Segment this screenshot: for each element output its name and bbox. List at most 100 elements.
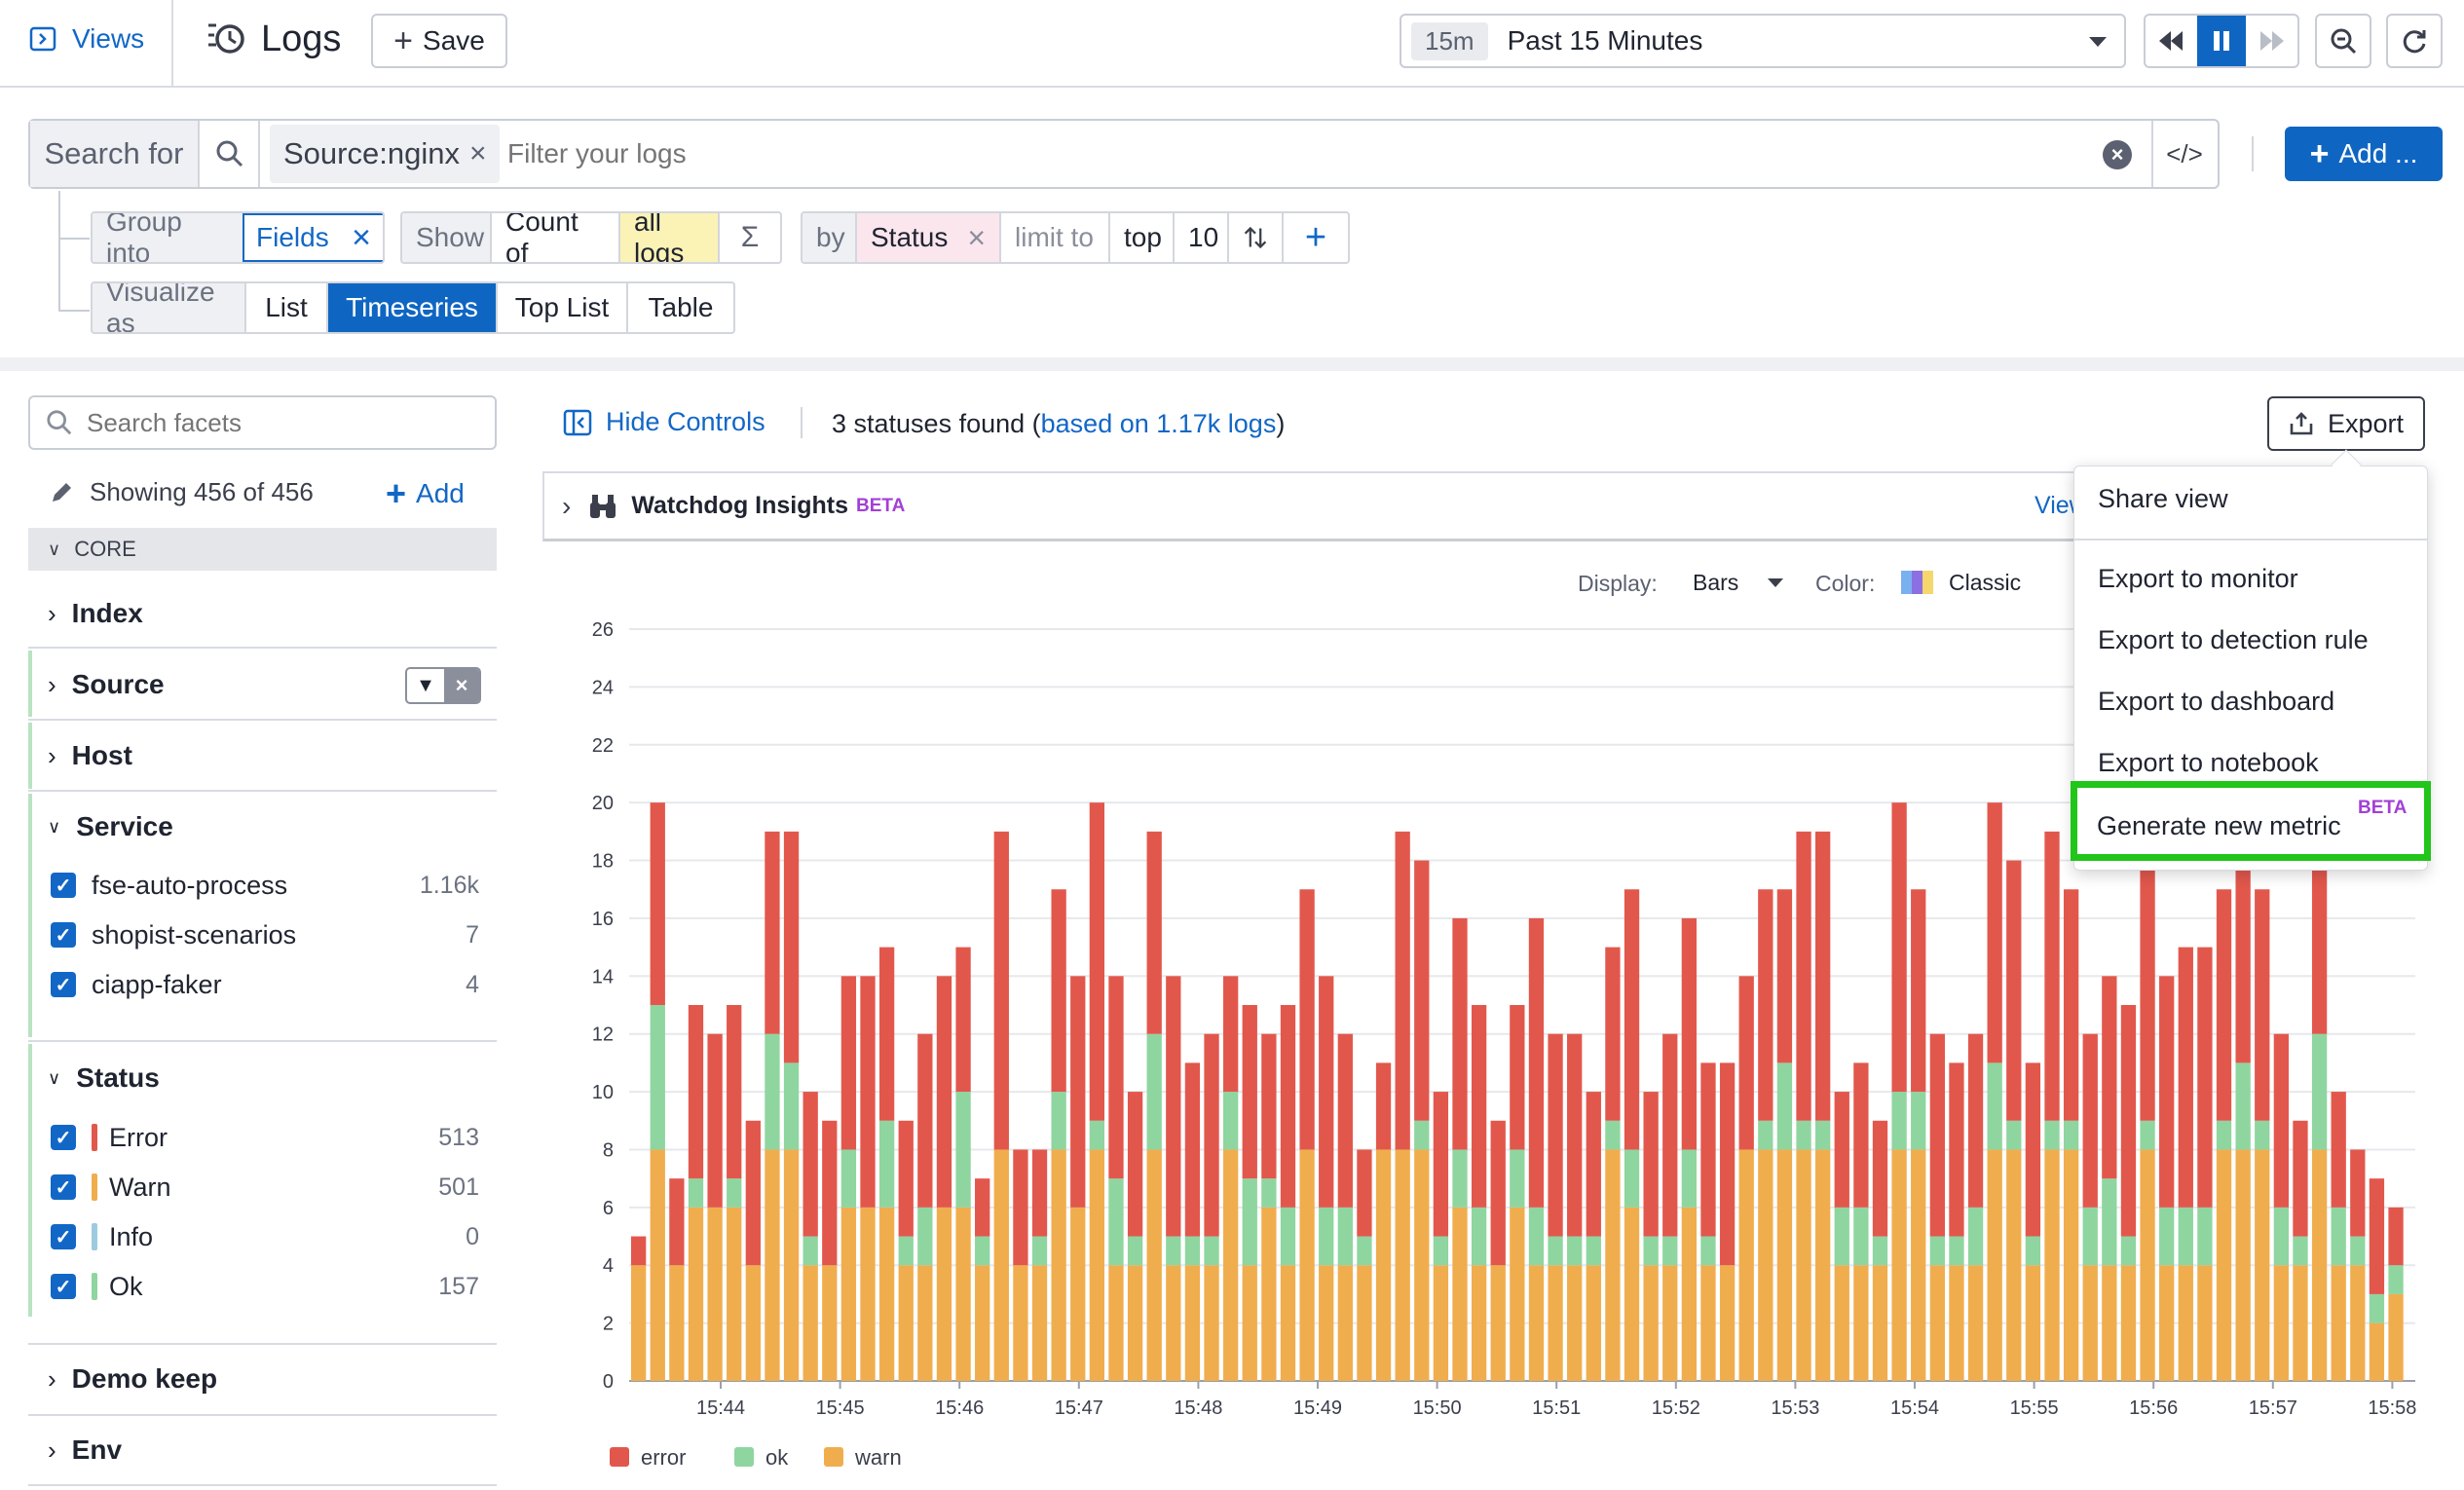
bar-ok[interactable] (1108, 1178, 1124, 1266)
bar-warn[interactable] (878, 1207, 895, 1381)
bar-ok[interactable] (1280, 1207, 1296, 1266)
bar-error[interactable] (917, 1033, 933, 1208)
display-select[interactable]: Bars (1693, 563, 1794, 602)
top-select[interactable]: top (1110, 213, 1175, 262)
bar-error[interactable] (1395, 831, 1410, 1150)
bar-ok[interactable] (975, 1236, 990, 1266)
bar-error[interactable] (1146, 831, 1162, 1034)
bar-ok[interactable] (1548, 1236, 1563, 1266)
bar-warn[interactable] (1891, 1149, 1907, 1381)
bar-warn[interactable] (2255, 1149, 2270, 1381)
bar-ok[interactable] (1337, 1207, 1353, 1266)
hide-controls-button[interactable]: Hide Controls (563, 407, 765, 437)
bar-ok[interactable] (1567, 1236, 1583, 1266)
bar-warn[interactable] (1853, 1265, 1869, 1381)
bar-warn[interactable] (2350, 1265, 2366, 1381)
bar-ok[interactable] (1528, 1207, 1545, 1266)
add-button[interactable]: + Add ... (2285, 127, 2443, 181)
bar-warn[interactable] (2140, 1149, 2155, 1381)
bar-warn[interactable] (2197, 1265, 2213, 1381)
facet-search-input[interactable] (87, 407, 476, 438)
bar-error[interactable] (1700, 1062, 1716, 1237)
add-group-icon[interactable]: + (1304, 216, 1327, 258)
bar-error[interactable] (783, 831, 800, 1063)
bar-error[interactable] (955, 947, 971, 1093)
bar-warn[interactable] (1375, 1149, 1392, 1381)
bar-ok[interactable] (898, 1236, 914, 1266)
bar-error[interactable] (1433, 1092, 1449, 1237)
bar-ok[interactable] (1949, 1236, 1964, 1266)
bar-ok[interactable] (1967, 1207, 1984, 1266)
bar-ok[interactable] (2255, 1120, 2270, 1150)
pause-button[interactable] (2196, 16, 2247, 66)
bar-ok[interactable] (2388, 1265, 2404, 1294)
checkbox[interactable]: ✓ (51, 1274, 76, 1299)
bar-warn[interactable] (1395, 1149, 1410, 1381)
bar-warn[interactable] (1337, 1265, 1353, 1381)
bar-ok[interactable] (1853, 1207, 1869, 1266)
bar-warn[interactable] (650, 1149, 665, 1381)
bar-ok[interactable] (1204, 1236, 1219, 1266)
bar-ok[interactable] (840, 1149, 857, 1208)
bar-warn[interactable] (1738, 1149, 1754, 1381)
bar-warn[interactable] (2216, 1149, 2232, 1381)
search-input[interactable] (507, 129, 2066, 179)
bar-ok[interactable] (1319, 1207, 1334, 1266)
bar-warn[interactable] (1643, 1265, 1659, 1381)
bar-error[interactable] (2120, 1005, 2137, 1237)
bar-warn[interactable] (2063, 1149, 2079, 1381)
bar-ok[interactable] (878, 1120, 895, 1208)
bar-ok[interactable] (765, 1033, 780, 1150)
bar-ok[interactable] (1758, 1120, 1773, 1150)
watchdog-insights-panel[interactable]: › Watchdog Insights BETA View (542, 471, 2087, 541)
bar-error[interactable] (650, 802, 665, 1005)
bar-warn[interactable] (688, 1207, 704, 1381)
bar-warn[interactable] (1319, 1265, 1334, 1381)
bar-warn[interactable] (975, 1265, 990, 1381)
bar-error[interactable] (2255, 889, 2270, 1121)
bar-error[interactable] (1796, 831, 1811, 1121)
bar-error[interactable] (1357, 1149, 1372, 1237)
bar-ok[interactable] (1834, 1207, 1849, 1266)
status-item[interactable]: ✓ Error 513 (51, 1118, 479, 1157)
bar-ok[interactable] (2178, 1207, 2193, 1266)
bar-warn[interactable] (993, 1149, 1009, 1381)
based-on-link[interactable]: based on 1.17k logs (1040, 409, 1277, 438)
facet-service[interactable]: ∨ Service (28, 811, 497, 842)
bar-ok[interactable] (1051, 1092, 1066, 1150)
fields-option[interactable]: Fields × (243, 213, 383, 262)
bar-warn[interactable] (1987, 1149, 2002, 1381)
bar-ok[interactable] (1089, 1120, 1105, 1150)
count-of-select[interactable]: Count of (492, 213, 620, 262)
bar-warn[interactable] (898, 1265, 914, 1381)
bar-ok[interactable] (1911, 1092, 1926, 1150)
bar-ok[interactable] (1624, 1149, 1640, 1208)
service-item[interactable]: ✓ shopist-scenarios 7 (51, 915, 479, 954)
bar-error[interactable] (1204, 1033, 1219, 1237)
bar-ok[interactable] (1586, 1236, 1601, 1266)
bar-error[interactable] (1280, 1005, 1296, 1208)
bar-error[interactable] (1967, 1033, 1984, 1208)
bar-ok[interactable] (2235, 1062, 2251, 1150)
core-section-header[interactable]: ∨ CORE (28, 528, 497, 571)
bar-warn[interactable] (822, 1265, 838, 1381)
bar-ok[interactable] (2350, 1236, 2366, 1266)
bar-ok[interactable] (1605, 1120, 1621, 1150)
bar-warn[interactable] (2331, 1265, 2346, 1381)
bar-error[interactable] (1758, 889, 1773, 1121)
bar-ok[interactable] (2216, 1120, 2232, 1150)
bar-error[interactable] (1662, 1033, 1678, 1237)
bar-warn[interactable] (1433, 1265, 1449, 1381)
bar-error[interactable] (898, 1120, 914, 1237)
bar-ok[interactable] (2311, 1033, 2328, 1150)
bar-error[interactable] (1242, 1005, 1257, 1179)
bar-error[interactable] (1911, 889, 1926, 1093)
bar-error[interactable] (2159, 976, 2175, 1208)
limit-input[interactable]: 10 (1175, 213, 1229, 262)
bar-ok[interactable] (2102, 1178, 2117, 1266)
close-icon[interactable]: × (444, 669, 479, 702)
bar-error[interactable] (727, 1005, 742, 1179)
bar-warn[interactable] (2293, 1265, 2308, 1381)
bar-warn[interactable] (765, 1149, 780, 1381)
facet-source[interactable]: › Source (28, 669, 497, 700)
